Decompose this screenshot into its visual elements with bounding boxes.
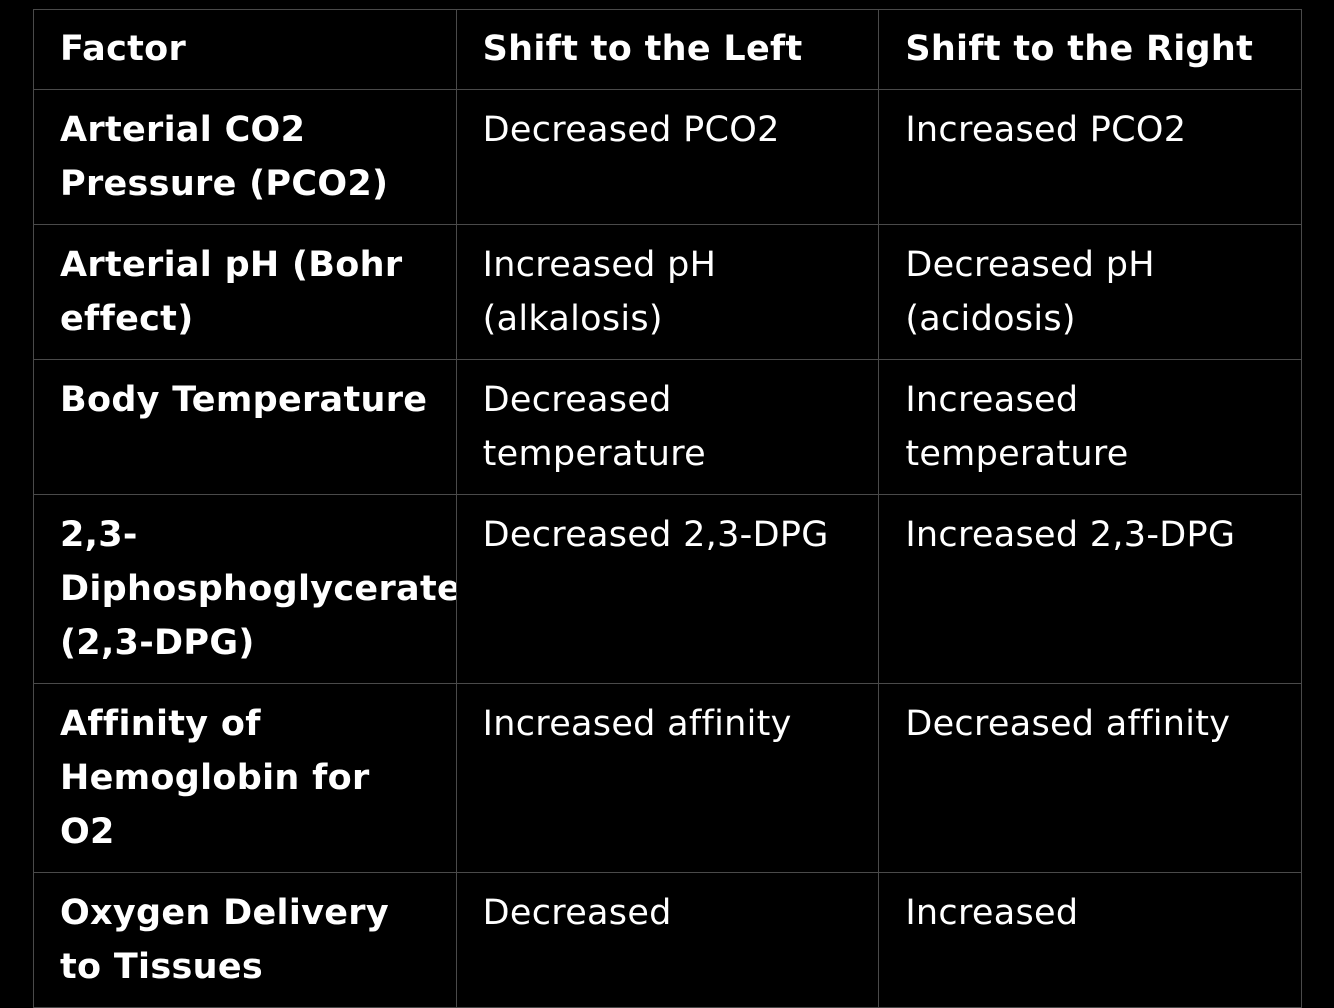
shift-left-cell: Increased affinity bbox=[455, 683, 880, 873]
shift-right-cell: Increased temperature bbox=[878, 359, 1302, 495]
comparison-table: Factor Shift to the Left Shift to the Ri… bbox=[33, 9, 1302, 1008]
shift-left-cell: Decreased PCO2 bbox=[455, 89, 880, 225]
header-row: Factor Shift to the Left Shift to the Ri… bbox=[33, 9, 1302, 90]
table-row: 2,3-Diphosphoglycerate (2,3-DPG) Decreas… bbox=[33, 494, 1302, 684]
table-row: Affinity of Hemoglobin for O2 Increased … bbox=[33, 683, 1302, 873]
factor-cell: Oxygen Delivery to Tissues bbox=[33, 872, 457, 1008]
header-factor: Factor bbox=[33, 9, 457, 90]
factor-cell: Arterial pH (Bohr effect) bbox=[33, 224, 457, 360]
shift-right-cell: Increased 2,3-DPG bbox=[878, 494, 1302, 684]
shift-right-cell: Increased bbox=[878, 872, 1302, 1008]
table-row: Arterial pH (Bohr effect) Increased pH (… bbox=[33, 224, 1302, 360]
shift-left-cell: Decreased temperature bbox=[455, 359, 880, 495]
factor-cell: 2,3-Diphosphoglycerate (2,3-DPG) bbox=[33, 494, 457, 684]
factor-cell: Arterial CO2 Pressure (PCO2) bbox=[33, 89, 457, 225]
table-row: Oxygen Delivery to Tissues Decreased Inc… bbox=[33, 872, 1302, 1008]
shift-left-cell: Increased pH (alkalosis) bbox=[455, 224, 880, 360]
shift-left-cell: Decreased bbox=[455, 872, 880, 1008]
table-row: Body Temperature Decreased temperature I… bbox=[33, 359, 1302, 495]
shift-right-cell: Decreased affinity bbox=[878, 683, 1302, 873]
shift-left-cell: Decreased 2,3-DPG bbox=[455, 494, 880, 684]
factor-cell: Body Temperature bbox=[33, 359, 457, 495]
shift-right-cell: Decreased pH (acidosis) bbox=[878, 224, 1302, 360]
table-row: Arterial CO2 Pressure (PCO2) Decreased P… bbox=[33, 89, 1302, 225]
header-shift-right: Shift to the Right bbox=[878, 9, 1302, 90]
factor-cell: Affinity of Hemoglobin for O2 bbox=[33, 683, 457, 873]
header-shift-left: Shift to the Left bbox=[455, 9, 880, 90]
shift-right-cell: Increased PCO2 bbox=[878, 89, 1302, 225]
